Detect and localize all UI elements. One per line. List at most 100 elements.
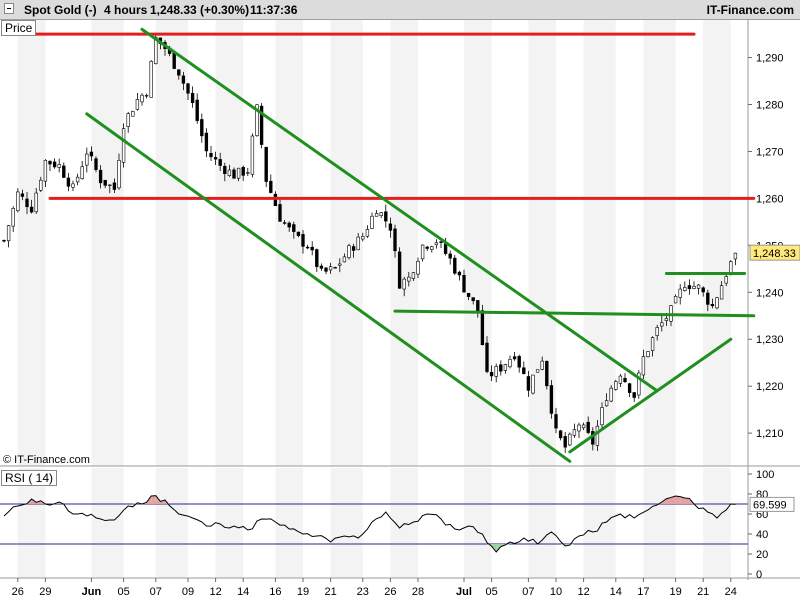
rsi-last-marker [749,496,795,512]
x-tick-label: 26 [12,586,24,598]
price-tick-label: 1,260 [756,193,784,205]
candle-body [269,180,273,193]
candle-body [149,61,153,98]
candle-body [292,224,296,232]
candle-body [545,360,549,387]
x-tick-label: 28 [412,586,424,598]
candle-body [604,400,609,407]
rsi-day-band [330,468,363,578]
trend-line [85,112,572,463]
candle-body [489,371,494,377]
candle-body [264,146,268,182]
price-tick-label: 1,280 [756,100,784,112]
candle-body [273,193,278,207]
candle-body [457,271,462,276]
candle-body [416,260,420,275]
x-tick-label: 09 [182,586,194,598]
candle-body [126,113,130,127]
candle-body [724,276,728,284]
candle-body [227,169,232,176]
instrument-name: Spot Gold (-) [24,3,97,17]
candle-body [397,251,402,289]
rsi-tick-label: 40 [756,529,768,541]
candle-body [236,167,241,179]
price-tick-label: 1,240 [756,287,784,299]
candle-body [581,424,586,429]
candle-body [301,234,305,247]
candle-body [600,407,604,426]
candle-body [618,375,623,384]
rsi-overbought-fill [671,496,676,504]
collapse-icon[interactable] [4,3,14,14]
candle-body [554,414,558,429]
rsi-day-band [155,468,188,578]
x-tick-label: 19 [297,586,309,598]
quote-time: 11:37:36 [250,3,298,17]
candle-body [609,387,613,402]
candle-body [131,111,135,117]
candle-body [687,285,692,290]
candle-body [89,151,94,157]
candle-body [678,288,682,298]
x-tick-label: 05 [485,586,497,598]
candle-body [20,193,25,197]
candle-body [255,104,259,136]
candle-body [632,392,636,398]
candle-body [195,99,199,121]
candle-body [342,256,347,263]
rsi-day-band [390,468,418,578]
rsi-tick-label: 100 [756,469,774,481]
candle-body [692,286,696,289]
price-day-band [643,20,676,466]
candle-body [177,69,181,76]
candle-body [453,257,457,274]
candle-body [531,374,535,394]
x-tick-label: 07 [150,586,162,598]
candle-body [480,310,485,346]
candle-body [16,191,20,212]
candle-body [660,322,664,327]
price-day-band [91,20,124,466]
candle-body [650,337,655,351]
candle-body [181,75,186,84]
trend-line [393,309,756,318]
x-tick-label: 19 [669,586,681,598]
candle-body [384,211,388,222]
candle-body [328,266,333,271]
candle-body [98,169,103,184]
chart-header: Spot Gold (-) 4 hours 1,248.33 (+0.30%) … [0,0,800,20]
candle-body [6,225,11,242]
candle-body [324,267,328,272]
x-tick-label: 17 [637,586,649,598]
candle-body [425,246,429,249]
rsi-tick-label: 60 [756,509,768,521]
candle-body [710,304,715,307]
candle-body [213,157,218,160]
candle-body [673,296,678,304]
last-quote: 1,248.33 (+0.30%) [150,3,250,17]
x-tick-label: 21 [697,586,709,598]
candle-body [388,223,393,231]
rsi-day-band [215,468,244,578]
candle-body [278,204,282,222]
candle-body [627,383,632,393]
rsi-overbought-fill [666,497,671,504]
rsi-panel-label: RSI ( 14) [1,470,58,486]
x-tick-label: 14 [237,586,249,598]
candle-body [586,421,590,433]
candle-body [135,99,140,110]
x-tick-label: 21 [324,586,336,598]
candle-body [209,153,213,158]
candle-body [655,327,659,336]
candle-body [572,429,577,436]
price-day-band [464,20,492,466]
rsi-day-band [703,468,731,578]
candle-body [522,367,526,375]
candle-body [121,128,126,163]
candle-body [52,161,57,168]
candle-body [29,206,34,213]
trend-line [140,27,659,393]
candle-body [664,318,669,321]
candle-body [204,132,209,152]
